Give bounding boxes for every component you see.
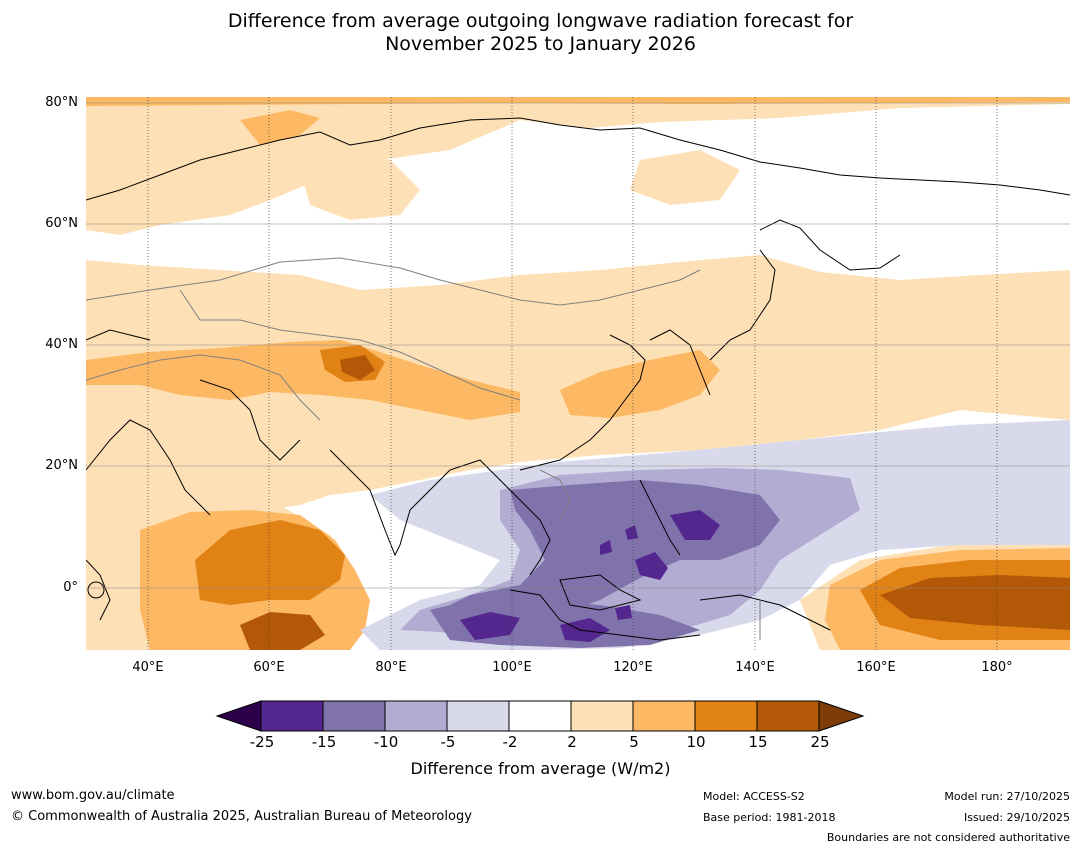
colorbar-segment [508, 700, 572, 732]
colorbar-tick: -2 [502, 733, 518, 751]
lon-label-160e: 160°E [856, 660, 896, 675]
map-title: Difference from average outgoing longwav… [0, 10, 1081, 56]
lat-label-0: 0° [63, 580, 78, 595]
lon-label-60e: 60°E [253, 660, 285, 675]
colorbar-tick: 10 [686, 733, 706, 751]
lon-label-180: 180° [981, 660, 1013, 675]
colorbar-over-triangle [818, 700, 865, 732]
lat-label-60n: 60°N [45, 216, 78, 231]
colorbar-tick: -5 [440, 733, 456, 751]
colorbar-tick: -25 [249, 733, 275, 751]
boundaries-disclaimer: Boundaries are not considered authoritat… [826, 831, 1070, 844]
title-line-2: November 2025 to January 2026 [385, 33, 696, 55]
colorbar-segment [632, 700, 696, 732]
country-boundaries [86, 257, 761, 640]
colorbar-tick: 25 [810, 733, 830, 751]
meridians [147, 97, 998, 650]
colorbar-tick: 2 [567, 733, 577, 751]
colorbar-title: Difference from average (W/m2) [410, 759, 671, 778]
colorbar-segment [260, 700, 324, 732]
colorbar-tick: 5 [629, 733, 639, 751]
website-link[interactable]: www.bom.gov.au/climate [11, 788, 175, 803]
colorbar-segment [570, 700, 634, 732]
lat-label-40n: 40°N [45, 337, 78, 352]
colorbar-tick: -10 [373, 733, 399, 751]
graticule [86, 102, 1070, 589]
model-name: Model: ACCESS-S2 [703, 790, 805, 803]
lon-label-140e: 140°E [735, 660, 775, 675]
anomaly-15-25-region [240, 355, 1070, 650]
lon-label-40e: 40°E [132, 660, 164, 675]
coastlines [86, 117, 1070, 641]
olr-anomaly-map [86, 97, 1070, 650]
base-period: Base period: 1981-2018 [703, 811, 836, 824]
issued-date: Issued: 29/10/2025 [963, 811, 1070, 824]
colorbar-under-triangle [215, 700, 262, 732]
model-run-date: Model run: 27/10/2025 [944, 790, 1070, 803]
lat-label-20n: 20°N [45, 458, 78, 473]
copyright-text: © Commonwealth of Australia 2025, Austra… [11, 809, 472, 824]
lon-label-80e: 80°E [375, 660, 407, 675]
lon-label-120e: 120°E [613, 660, 653, 675]
colorbar-segment [446, 700, 510, 732]
lon-label-100e: 100°E [492, 660, 532, 675]
colorbar-segment [384, 700, 448, 732]
colorbar-segment [322, 700, 386, 732]
title-line-1: Difference from average outgoing longwav… [227, 10, 854, 32]
colorbar-tick: 15 [748, 733, 768, 751]
anomaly-minus15-minus25-region [460, 510, 720, 642]
lat-label-80n: 80°N [45, 95, 78, 110]
colorbar-segment [694, 700, 758, 732]
colorbar-segment [756, 700, 820, 732]
colorbar-tick: -15 [311, 733, 337, 751]
